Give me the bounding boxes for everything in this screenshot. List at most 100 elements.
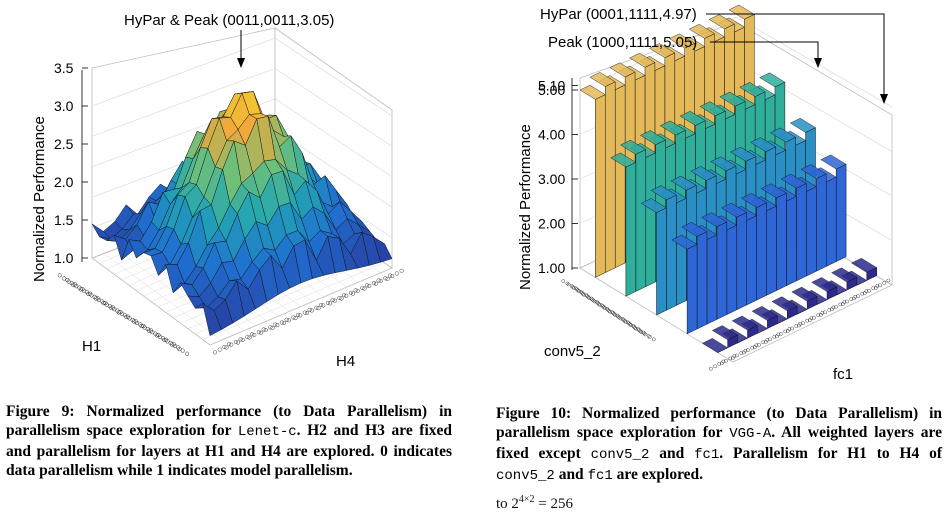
fig10-caption-layer1: conv5_2: [590, 447, 650, 463]
fig10-ribbon-top: [820, 154, 847, 170]
fig9-ytick-label: 2.5: [54, 136, 74, 152]
fig10-ytick-label: 2.00: [538, 216, 565, 232]
fig10-ribbon-segment: [625, 161, 637, 297]
fig10-ribbon-segment: [825, 176, 837, 267]
fig10-ribbon-top: [708, 14, 735, 30]
fig10-ribbon-segment: [666, 194, 677, 311]
fig10-ribbon-segment: [706, 234, 718, 325]
fig10-ribbon-top: [749, 137, 777, 152]
fig9-h4-tick-mark: ○○○○: [383, 265, 407, 285]
fig10-ribbon-top: [789, 117, 817, 133]
fig9-axis-h4: H4: [336, 353, 355, 370]
fig10-ribbon-top: [688, 23, 716, 39]
figure-9: 3.5 3.0 2.5 2.0 1.5 1.0 Normalized Performanc…: [0, 0, 470, 395]
fig10-annotation-hypar: HyPar (0001,1111,4.97): [540, 6, 697, 23]
fig10-caption-p2: . All weighted layers are fixed except: [496, 424, 943, 462]
cutoff-base: to 2: [496, 496, 519, 512]
fig9-h1-tick-mark: ○○○○: [169, 338, 193, 359]
fig10-ytick-label: 3.00: [538, 171, 565, 187]
fig10-ribbon-segment: [614, 84, 626, 269]
fig10-ribbon-top: [731, 315, 758, 331]
fig10-caption-p4: . Parallelism for H1 to H4 of: [719, 445, 943, 462]
fig10-ribbon-segment: [686, 244, 698, 335]
fig10-ribbon-top: [710, 156, 737, 172]
fig10-ribbon-segment: [736, 211, 747, 311]
fig10-ribbon-top: [791, 286, 818, 302]
fig10-caption-model: VGG-A: [729, 426, 772, 442]
figure-10: 5.10 5.00 4.00 3.00 2.00 1.00 Normalized Perf…: [478, 0, 952, 395]
fig10-ribbon-segment: [796, 183, 807, 282]
fig10-ribbon-segment: [604, 81, 616, 273]
fig10-ribbon-top: [811, 277, 838, 292]
fig10-ribbon-top: [640, 198, 667, 213]
fig10-ribbon-top: [850, 257, 878, 273]
fig10-ribbon-top: [739, 82, 766, 97]
fig10-ribbon-top: [681, 221, 708, 237]
fig10-ribbon-top: [800, 164, 827, 179]
fig10-hypar-leader: [706, 13, 885, 98]
fig10-ribbon-top: [711, 325, 739, 341]
figure-9-plot: 3.5 3.0 2.5 2.0 1.5 1.0 Normalized Performanc…: [31, 12, 407, 370]
fig10-caption-p6: are explored.: [616, 466, 704, 483]
fig10-ribbon-top: [690, 166, 717, 181]
figure-9-caption: Figure 9: Normalized performance (to Dat…: [6, 402, 452, 480]
fig10-ribbon-segment: [806, 186, 817, 277]
fig10-caption-p5: and: [558, 466, 584, 483]
fig9-surface: [91, 91, 393, 336]
fig9-gridline: [91, 37, 276, 107]
fig10-caption-layer3: conv5_2: [496, 468, 555, 484]
fig9-annotation-arrowhead: [237, 58, 245, 68]
fig9-ytick-label: 1.5: [54, 212, 74, 228]
fig9-ytick-label: 1.0: [54, 250, 74, 266]
fig10-ribbon-segment: [756, 202, 767, 301]
fig10-caption-p1: Figure 10: Normalized performance (to Da…: [496, 405, 942, 441]
fig9-ytick-label: 3.0: [54, 98, 74, 114]
fig10-surface: [579, 4, 878, 353]
fig10-ribbon-top: [671, 234, 698, 250]
fig9-gridline: [91, 68, 276, 137]
fig10-ribbon-top: [579, 84, 606, 100]
fig10-ribbon-top: [670, 175, 697, 191]
figure-10-caption: Figure 10: Normalized performance (to Da…: [496, 404, 942, 486]
fig10-axis-left: conv5_2: [544, 343, 601, 360]
fig9-gridline: [274, 68, 393, 147]
fig10-ribbon-top: [759, 72, 786, 88]
fig9-caption-model: Lenet-c: [237, 424, 297, 440]
fig9-ylabel: Normalized Performance: [31, 116, 48, 282]
fig10-ribbon-top: [679, 110, 706, 126]
fig10-ribbon-top: [629, 52, 656, 68]
fig10-ribbon-segment: [595, 94, 606, 278]
fig10-annotation-peak: Peak (1000,1111,5.05): [548, 34, 697, 51]
fig10-axis-right: fc1: [833, 366, 853, 383]
fig10-ribbon-top: [730, 146, 757, 162]
fig10-ribbon-segment: [696, 231, 708, 330]
fig10-ribbon-top: [699, 101, 726, 117]
fig10-ribbon-top: [701, 212, 728, 228]
fig10-ribbon-top: [719, 91, 746, 107]
fig10-caption-layer4: fc1: [587, 468, 613, 484]
fig10-peak-leader: [710, 41, 819, 62]
fig10-ribbon-top: [769, 127, 797, 143]
fig10-ribbon-segment: [645, 152, 656, 287]
fig10-ribbon-segment: [676, 197, 687, 306]
fig10-ribbon-segment: [786, 195, 797, 287]
fig9-caption-label: Figure 9: Normalized performance (to Dat…: [6, 403, 452, 439]
fig9-surface-patch: [202, 302, 222, 336]
cutoff-exp: 4×2: [518, 494, 535, 505]
fig10-ytick-label: 4.00: [538, 127, 565, 143]
fig10-ribbon-segment: [635, 149, 647, 292]
fig9-caption-rest: . H2 and H3 are fixed and parallelism fo…: [6, 422, 452, 479]
fig9-y-ticks: 3.5 3.0 2.5 2.0 1.5 1.0: [54, 60, 88, 266]
fig10-ylabel: Normalized Performance: [517, 124, 534, 290]
fig10-ribbon-segment: [726, 224, 738, 315]
fig10-ribbon-top: [609, 62, 636, 78]
fig10-ribbon-segment: [776, 192, 787, 291]
page-cutoff-text: to 24×2 = 256: [496, 494, 573, 513]
fig10-ribbon-top: [639, 130, 667, 145]
fig10-ribbon-top: [650, 185, 677, 201]
fig10-ribbon-segment: [766, 205, 777, 296]
fig10-ribbon-top: [728, 4, 755, 20]
fig10-ribbon-top: [649, 43, 676, 58]
fig10-ribbon-top: [751, 306, 778, 321]
figure-10-plot: 5.105.00 4.00 3.00 2.00 1.00 Normalized Perf…: [517, 4, 893, 383]
